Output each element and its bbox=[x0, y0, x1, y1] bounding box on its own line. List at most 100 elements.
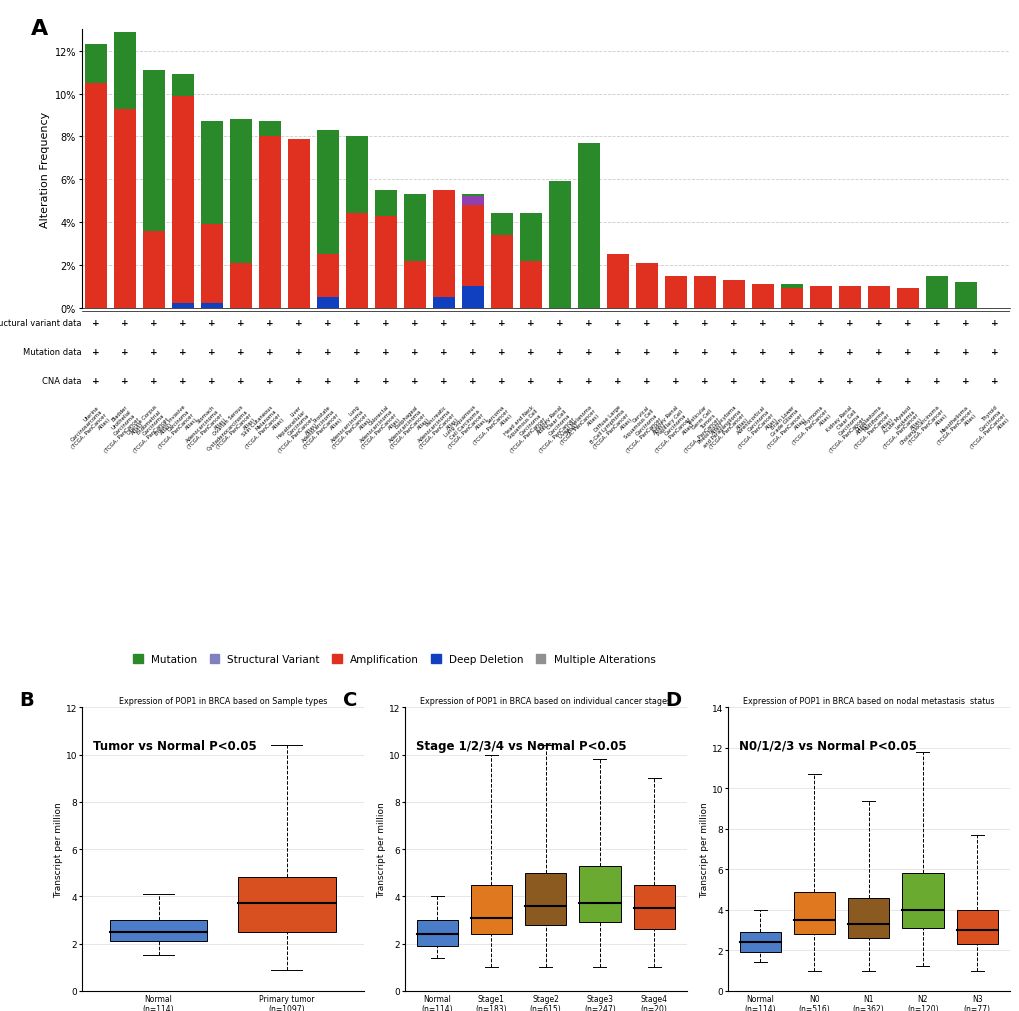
Bar bbox=[172, 306, 194, 308]
Text: +: + bbox=[411, 377, 419, 385]
Bar bbox=[433, 191, 454, 308]
Text: +: + bbox=[237, 318, 245, 328]
Bar bbox=[578, 144, 599, 308]
Text: Adrenocortical
Carcinoma
(TCGA, PanCancer
Atlas): Adrenocortical Carcinoma (TCGA, PanCance… bbox=[729, 404, 779, 454]
FancyBboxPatch shape bbox=[739, 932, 780, 952]
Text: Pheochromocytoma
and Paraganglioma
(TCGA, PanCancer
Atlas): Pheochromocytoma and Paraganglioma (TCGA… bbox=[696, 404, 749, 457]
Bar bbox=[462, 287, 484, 308]
Text: Colorectal
Adenocarcinoma
(TCGA, PanCancer
Atlas): Colorectal Adenocarcinoma (TCGA, PanCanc… bbox=[352, 404, 401, 454]
Text: +: + bbox=[874, 318, 882, 328]
Text: Bladder
Urothelial
Carcinoma
(TCGA, PanCancer
Atlas): Bladder Urothelial Carcinoma (TCGA, PanC… bbox=[92, 404, 145, 458]
Bar bbox=[172, 97, 194, 308]
Bar bbox=[925, 276, 948, 308]
Bar bbox=[114, 109, 136, 308]
Bar bbox=[317, 297, 338, 308]
Text: +: + bbox=[150, 377, 158, 385]
Text: Stage 1/2/3/4 vs Normal P<0.05: Stage 1/2/3/4 vs Normal P<0.05 bbox=[416, 739, 626, 752]
Text: +: + bbox=[643, 377, 650, 385]
Text: N0/1/2/3 vs Normal P<0.05: N0/1/2/3 vs Normal P<0.05 bbox=[738, 739, 916, 752]
Bar bbox=[722, 280, 745, 308]
Text: +: + bbox=[411, 348, 419, 357]
Text: +: + bbox=[296, 377, 303, 385]
Text: +: + bbox=[121, 377, 128, 385]
Text: +: + bbox=[266, 318, 274, 328]
Text: +: + bbox=[121, 348, 128, 357]
Text: +: + bbox=[353, 348, 361, 357]
Text: Pancreatic
Adenocarcinoma
(TCGA, PanCancer
Atlas): Pancreatic Adenocarcinoma (TCGA, PanCanc… bbox=[410, 404, 460, 454]
Text: +: + bbox=[469, 318, 477, 328]
Text: +: + bbox=[846, 318, 853, 328]
Bar bbox=[549, 182, 571, 308]
Text: Cervical
Squamous Cell
Carcinoma
(TCGA, PanCancer
Atlas): Cervical Squamous Cell Carcinoma (TCGA, … bbox=[612, 404, 666, 458]
Text: D: D bbox=[664, 691, 681, 710]
Text: CNA data: CNA data bbox=[42, 377, 82, 385]
Text: +: + bbox=[382, 318, 389, 328]
Bar bbox=[172, 304, 194, 308]
FancyBboxPatch shape bbox=[416, 920, 458, 946]
Bar bbox=[520, 261, 541, 308]
Bar bbox=[636, 264, 657, 308]
Text: +: + bbox=[759, 377, 766, 385]
Text: Tumor vs Normal P<0.05: Tumor vs Normal P<0.05 bbox=[93, 739, 257, 752]
Text: +: + bbox=[208, 348, 216, 357]
Bar bbox=[201, 304, 223, 308]
Text: +: + bbox=[846, 377, 853, 385]
Text: Stomach
Adenocarcinoma
(TCGA, PanCancer
Atlas): Stomach Adenocarcinoma (TCGA, PanCancer … bbox=[178, 404, 227, 454]
FancyBboxPatch shape bbox=[956, 910, 997, 944]
Text: +: + bbox=[382, 377, 389, 385]
FancyBboxPatch shape bbox=[633, 885, 675, 929]
Text: +: + bbox=[237, 377, 245, 385]
FancyBboxPatch shape bbox=[793, 892, 835, 934]
Bar bbox=[288, 140, 310, 308]
Text: +: + bbox=[150, 348, 158, 357]
Bar bbox=[201, 224, 223, 308]
Text: Testicular
Germ Cell
Tumors
(TCGA, PanCancer
Atlas): Testicular Germ Cell Tumors (TCGA, PanCa… bbox=[671, 404, 725, 458]
Text: +: + bbox=[179, 318, 186, 328]
Text: +: + bbox=[874, 348, 882, 357]
FancyBboxPatch shape bbox=[110, 920, 207, 941]
Text: +: + bbox=[613, 348, 622, 357]
Text: +: + bbox=[816, 377, 824, 385]
Text: +: + bbox=[208, 318, 216, 328]
Bar bbox=[839, 287, 860, 308]
Text: Breast Invasive
Carcinoma
(TCGA, PanCancer
Atlas): Breast Invasive Carcinoma (TCGA, PanCanc… bbox=[149, 404, 199, 454]
Text: Uterine
Carcinosarcoma
(TCGA, PanCancer
Atlas): Uterine Carcinosarcoma (TCGA, PanCancer … bbox=[62, 404, 112, 454]
Bar bbox=[317, 306, 338, 308]
Text: +: + bbox=[643, 318, 650, 328]
Text: Uveal Melanoma
(TCGA, PanCancer
Atlas): Uveal Melanoma (TCGA, PanCancer Atlas) bbox=[555, 404, 600, 450]
Text: +: + bbox=[555, 348, 564, 357]
Bar bbox=[375, 216, 396, 308]
Text: +: + bbox=[353, 318, 361, 328]
Text: +: + bbox=[701, 318, 708, 328]
Text: +: + bbox=[353, 377, 361, 385]
Legend: Mutation, Structural Variant, Amplification, Deep Deletion, Multiple Alterations: Mutation, Structural Variant, Amplificat… bbox=[133, 655, 655, 664]
Text: +: + bbox=[816, 318, 824, 328]
Text: Glioblastoma
Multiforme
(TCGA, PanCancer
Atlas): Glioblastoma Multiforme (TCGA, PanCancer… bbox=[845, 404, 895, 454]
Text: +: + bbox=[469, 377, 477, 385]
Bar bbox=[143, 71, 165, 232]
Text: +: + bbox=[92, 377, 100, 385]
Text: +: + bbox=[440, 348, 447, 357]
Bar bbox=[86, 84, 107, 308]
Text: +: + bbox=[672, 318, 680, 328]
Text: +: + bbox=[643, 348, 650, 357]
Bar bbox=[317, 130, 338, 255]
Text: +: + bbox=[498, 377, 505, 385]
Text: Thyroid
Carcinoma
(TCGA, PanCancer
Atlas): Thyroid Carcinoma (TCGA, PanCancer Atlas… bbox=[961, 404, 1010, 454]
Text: +: + bbox=[730, 318, 738, 328]
Bar bbox=[897, 289, 918, 308]
Text: +: + bbox=[962, 377, 969, 385]
Bar bbox=[491, 214, 513, 236]
Text: Uterine Corpus
Endometrial
Carcinoma
(TCGA, PanCancer
Atlas): Uterine Corpus Endometrial Carcinoma (TC… bbox=[120, 404, 174, 458]
Text: +: + bbox=[382, 348, 389, 357]
Text: +: + bbox=[904, 348, 911, 357]
Text: +: + bbox=[237, 348, 245, 357]
Text: +: + bbox=[962, 318, 969, 328]
Bar bbox=[345, 214, 368, 308]
Bar bbox=[230, 264, 252, 308]
Bar bbox=[694, 276, 715, 308]
Bar bbox=[809, 287, 832, 308]
Text: Acute Myeloid
Leukemia
(TCGA, PanCancer
Atlas): Acute Myeloid Leukemia (TCGA, PanCancer … bbox=[873, 404, 923, 454]
Text: +: + bbox=[150, 318, 158, 328]
Bar bbox=[752, 285, 773, 308]
